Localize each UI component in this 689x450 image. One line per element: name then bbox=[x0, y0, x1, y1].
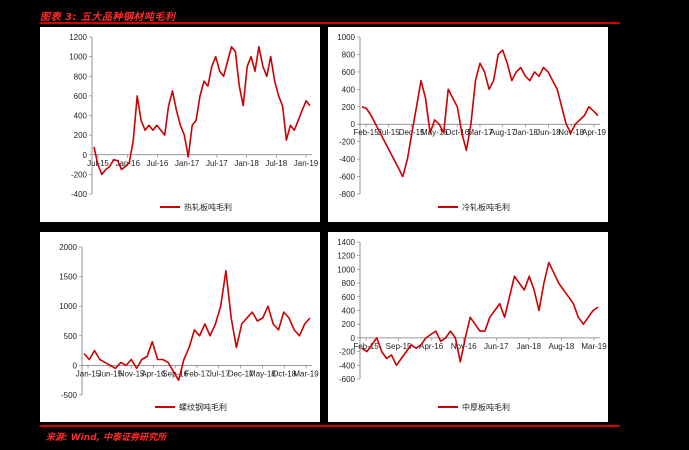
x-tick-label: Jan-18 bbox=[234, 159, 259, 168]
x-tick-label: Oct-18 bbox=[272, 369, 297, 378]
y-tick-label: 1200 bbox=[69, 33, 87, 42]
legend-label: 中厚板吨毛利 bbox=[462, 402, 510, 412]
x-tick-label: Jul-16 bbox=[147, 159, 169, 168]
y-tick-label: 800 bbox=[74, 72, 88, 81]
figure-title: 图表 3: 五大品种钢材吨毛利 bbox=[40, 12, 176, 23]
x-tick-label: Apr-16 bbox=[141, 369, 166, 378]
x-tick-label: Jul-17 bbox=[208, 369, 230, 378]
y-tick-label: -800 bbox=[339, 190, 356, 199]
legend: 螺纹钢吨毛利 bbox=[155, 402, 227, 412]
x-tick-label: Apr-19 bbox=[582, 128, 607, 137]
x-tick-label: Feb-15 bbox=[353, 128, 379, 137]
y-tick-label: -200 bbox=[339, 348, 356, 357]
x-tick-label: Mar-17 bbox=[467, 128, 493, 137]
y-tick-label: 1400 bbox=[337, 238, 355, 247]
y-tick-label: 1000 bbox=[69, 53, 87, 62]
x-tick-label: Aug-17 bbox=[490, 128, 516, 137]
x-tick-label: Jan-15 bbox=[76, 369, 101, 378]
source-note: 来源: Wind, 中泰证券研究所 bbox=[46, 433, 167, 443]
y-tick-label: 600 bbox=[342, 68, 356, 77]
x-tick-label: Jun-18 bbox=[536, 128, 561, 137]
y-tick-label: -200 bbox=[339, 138, 356, 147]
y-tick-label: 600 bbox=[74, 92, 88, 101]
x-tick-label: Dec-17 bbox=[228, 369, 254, 378]
x-tick-label: Apr-16 bbox=[419, 342, 444, 351]
y-tick-label: 0 bbox=[73, 361, 78, 370]
x-tick-label: May-18 bbox=[249, 369, 276, 378]
header-rule bbox=[40, 22, 620, 24]
figure-header: 图表 3: 五大品种钢材吨毛利 bbox=[40, 8, 620, 24]
y-tick-label: 0 bbox=[83, 151, 88, 160]
series-line bbox=[83, 269, 311, 381]
chart-panel-medium-plate: 1400 1200 1000 800 600 400 200 0 -200 -400 -600 Feb… bbox=[328, 232, 608, 422]
y-tick-label: 400 bbox=[74, 112, 88, 121]
x-tick-label: Nov-15 bbox=[119, 369, 145, 378]
y-tick-label: 200 bbox=[342, 320, 356, 329]
y-tick-label: 400 bbox=[342, 85, 356, 94]
y-tick-label: 400 bbox=[342, 307, 356, 316]
y-tick-label: 1200 bbox=[337, 252, 355, 261]
x-tick-label: Mar-19 bbox=[293, 369, 319, 378]
y-tick-label: -400 bbox=[339, 155, 356, 164]
y-tick-label: 1000 bbox=[337, 33, 355, 42]
legend: 冷轧板吨毛利 bbox=[438, 202, 510, 212]
footer-rule bbox=[40, 425, 620, 427]
y-tick-label: -400 bbox=[339, 361, 356, 370]
y-tick-label: 0 bbox=[351, 120, 356, 129]
series-line bbox=[361, 49, 599, 178]
y-tick-label: 1500 bbox=[59, 273, 77, 282]
y-tick-label: 0 bbox=[351, 334, 356, 343]
chart-rebar: 2000 1500 1000 500 0 -500 Jan-15Jun-15Nov-15Ap… bbox=[59, 243, 319, 412]
x-tick-label: Jan-19 bbox=[294, 159, 319, 168]
series-line bbox=[361, 261, 599, 367]
x-tick-label: Feb-15 bbox=[353, 342, 379, 351]
y-tick-label: -200 bbox=[71, 170, 88, 179]
legend: 中厚板吨毛利 bbox=[438, 402, 510, 412]
legend-label: 热轧板吨毛利 bbox=[184, 202, 232, 212]
x-tick-label: Jan-18 bbox=[513, 128, 538, 137]
chart-panel-rebar: 2000 1500 1000 500 0 -500 Jan-15 Jun-15 Nov-15 Ap… bbox=[40, 232, 320, 422]
y-tick-label: -600 bbox=[339, 375, 356, 384]
y-tick-label: 800 bbox=[342, 50, 356, 59]
chart-panel-cold-rolled: 1000 800 600 400 200 0 -200 -400 -600 -800 Feb-15 J… bbox=[328, 27, 608, 222]
legend: 热轧板吨毛利 bbox=[160, 202, 232, 212]
y-tick-label: 200 bbox=[342, 103, 356, 112]
y-tick-label: 500 bbox=[64, 332, 78, 341]
legend-label: 螺纹钢吨毛利 bbox=[179, 402, 227, 412]
x-tick-label: Jul-18 bbox=[265, 159, 287, 168]
y-tick-label: 1000 bbox=[59, 302, 77, 311]
series-line bbox=[93, 45, 311, 176]
y-tick-label: -400 bbox=[71, 190, 88, 199]
y-tick-label: 1000 bbox=[337, 265, 355, 274]
x-tick-label: Jan-17 bbox=[175, 159, 200, 168]
legend-label: 冷轧板吨毛利 bbox=[462, 202, 510, 212]
x-tick-label: Oct-16 bbox=[445, 128, 470, 137]
x-tick-label: Jul-17 bbox=[206, 159, 228, 168]
y-tick-label: 600 bbox=[342, 293, 356, 302]
x-tick-label: Jun-17 bbox=[484, 342, 509, 351]
x-tick-label: Jul-15 bbox=[378, 128, 400, 137]
y-tick-label: 800 bbox=[342, 279, 356, 288]
y-tick-label: 2000 bbox=[59, 243, 77, 252]
y-tick-label: -600 bbox=[339, 173, 356, 182]
x-tick-label: Aug-18 bbox=[549, 342, 575, 351]
x-tick-label: May-16 bbox=[421, 128, 448, 137]
x-tick-label: Jun-15 bbox=[98, 369, 123, 378]
x-tick-label: Feb-17 bbox=[184, 369, 210, 378]
x-tick-label: Sep-15 bbox=[386, 342, 412, 351]
chart-medium-plate: 1400 1200 1000 800 600 400 200 0 -200 -400 -600 Feb… bbox=[337, 238, 607, 412]
y-tick-label: -500 bbox=[61, 391, 78, 400]
chart-panel-hot-rolled: 1200 1000 800 600 400 200 0 -200 -400 Jul-15 Jan-1… bbox=[40, 27, 320, 222]
y-tick-label: 200 bbox=[74, 131, 88, 140]
x-tick-label: Mar-19 bbox=[581, 342, 607, 351]
x-tick-label: Jan-18 bbox=[517, 342, 542, 351]
